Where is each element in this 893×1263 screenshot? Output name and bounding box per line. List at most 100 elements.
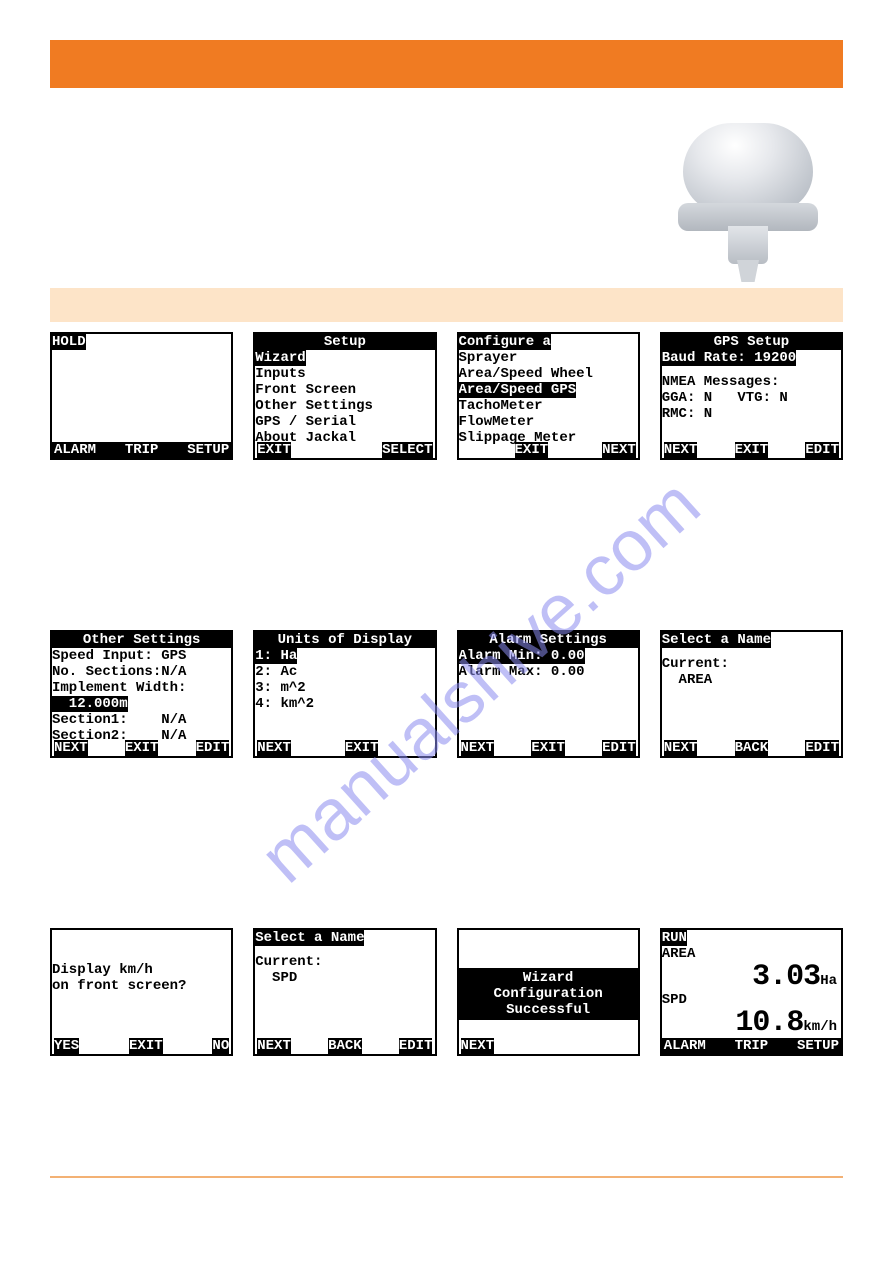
softkey-setup[interactable]: SETUP (187, 442, 229, 458)
title: Units of Display (255, 632, 434, 648)
softkey-back[interactable]: BACK (328, 1038, 362, 1054)
alarm-min[interactable]: Alarm Min: 0.00 (459, 648, 585, 664)
title: Alarm Settings (459, 632, 638, 648)
softkey-exit[interactable]: EXIT (531, 740, 565, 756)
screens-row-3: Display km/h on front screen? YES EXIT N… (50, 928, 843, 1056)
lcd-footer: NEXT EXIT EDIT (52, 740, 231, 756)
lcd-footer: EXIT NEXT (459, 442, 638, 458)
menu-item[interactable]: Wizard (255, 350, 305, 366)
menu-item[interactable]: Front Screen (255, 382, 434, 398)
softkey-next[interactable]: NEXT (461, 740, 495, 756)
lcd-display-kmh: Display km/h on front screen? YES EXIT N… (50, 928, 233, 1056)
softkey-yes[interactable]: YES (54, 1038, 79, 1054)
softkey-no[interactable]: NO (212, 1038, 229, 1054)
screens-row-2: Other Settings Speed Input: GPS No. Sect… (50, 630, 843, 758)
menu-item[interactable]: TachoMeter (459, 398, 638, 414)
lcd-footer: NEXT BACK EDIT (662, 740, 841, 756)
success-banner: Wizard Configuration Successful (459, 968, 638, 1020)
menu-item[interactable]: FlowMeter (459, 414, 638, 430)
lcd-wizard-success: Wizard Configuration Successful NEXT (457, 928, 640, 1056)
lcd-footer: NEXT (459, 1038, 638, 1054)
softkey-next[interactable]: NEXT (461, 1038, 495, 1054)
title: Select a Name (255, 930, 364, 946)
hold-label: HOLD (52, 334, 86, 350)
softkey-next[interactable]: NEXT (664, 442, 698, 458)
screens-row-1: HOLD ALARM TRIP SETUP Setup Wizard Input… (50, 332, 843, 460)
current-label: Current: (255, 954, 434, 970)
area-readout: 3.03Ha (662, 962, 841, 992)
unit-option[interactable]: 4: km^2 (255, 696, 434, 712)
area-value: 3.03 (752, 960, 820, 994)
softkey-exit[interactable]: EXIT (125, 740, 159, 756)
sections: No. Sections:N/A (52, 664, 231, 680)
softkey-exit[interactable]: EXIT (257, 442, 291, 458)
lcd-footer: ALARM TRIP SETUP (52, 442, 231, 458)
softkey-edit[interactable]: EDIT (399, 1038, 433, 1054)
current-value: AREA (662, 672, 841, 688)
lcd-footer: ALARM TRIP SETUP (662, 1038, 841, 1054)
softkey-back[interactable]: BACK (735, 740, 769, 756)
softkey-exit[interactable]: EXIT (735, 442, 769, 458)
current-value: SPD (255, 970, 434, 986)
lcd-gps-setup: GPS Setup Baud Rate: 19200 NMEA Messages… (660, 332, 843, 460)
menu-item[interactable]: Other Settings (255, 398, 434, 414)
softkey-next[interactable]: NEXT (54, 740, 88, 756)
softkey-edit[interactable]: EDIT (196, 740, 230, 756)
prompt-line1: Display km/h (52, 962, 231, 978)
lcd-units: Units of Display 1: Ha 2: Ac 3: m^2 4: k… (253, 630, 436, 758)
softkey-trip[interactable]: TRIP (735, 1038, 769, 1054)
menu-item[interactable]: Inputs (255, 366, 434, 382)
softkey-edit[interactable]: EDIT (805, 442, 839, 458)
footer-rule (50, 1176, 843, 1178)
lcd-hold: HOLD ALARM TRIP SETUP (50, 332, 233, 460)
title: GPS Setup (662, 334, 841, 350)
nmea-gga-vtg: GGA: N VTG: N (662, 390, 841, 406)
lcd-footer: YES EXIT NO (52, 1038, 231, 1054)
gps-antenna-icon (673, 108, 823, 288)
prompt-line2: on front screen? (52, 978, 231, 994)
lcd-other-settings: Other Settings Speed Input: GPS No. Sect… (50, 630, 233, 758)
spd-value: 10.8 (735, 1006, 803, 1040)
softkey-alarm[interactable]: ALARM (664, 1038, 706, 1054)
lcd-footer: NEXT EXIT EDIT (459, 740, 638, 756)
softkey-next[interactable]: NEXT (664, 740, 698, 756)
unit-option[interactable]: 2: Ac (255, 664, 434, 680)
lcd-select-name-spd: Select a Name Current: SPD NEXT BACK EDI… (253, 928, 436, 1056)
lcd-footer: NEXT BACK EDIT (255, 1038, 434, 1054)
softkey-edit[interactable]: EDIT (805, 740, 839, 756)
title: Setup (255, 334, 434, 350)
spd-unit: km/h (803, 1019, 837, 1035)
unit-option[interactable]: 1: Ha (255, 648, 297, 664)
softkey-exit[interactable]: EXIT (515, 442, 549, 458)
lcd-footer: EXIT SELECT (255, 442, 434, 458)
title: Other Settings (52, 632, 231, 648)
menu-item[interactable]: GPS / Serial (255, 414, 434, 430)
softkey-exit[interactable]: EXIT (129, 1038, 163, 1054)
softkey-select[interactable]: SELECT (382, 442, 432, 458)
softkey-edit[interactable]: EDIT (602, 740, 636, 756)
unit-option[interactable]: 3: m^2 (255, 680, 434, 696)
impl-width-value[interactable]: 12.000m (52, 696, 128, 712)
softkey-alarm[interactable]: ALARM (54, 442, 96, 458)
softkey-next[interactable]: NEXT (257, 740, 291, 756)
softkey-trip[interactable]: TRIP (125, 442, 159, 458)
menu-item[interactable]: Area/Speed Wheel (459, 366, 638, 382)
lcd-run: RUN AREA 3.03Ha SPD 10.8km/h ALARM TRIP … (660, 928, 843, 1056)
softkey-next[interactable]: NEXT (602, 442, 636, 458)
menu-item[interactable]: Sprayer (459, 350, 638, 366)
section1: Section1: N/A (52, 712, 231, 728)
lcd-alarm-settings: Alarm Settings Alarm Min: 0.00 Alarm Max… (457, 630, 640, 758)
baud-rate[interactable]: Baud Rate: 19200 (662, 350, 796, 366)
softkey-exit[interactable]: EXIT (345, 740, 379, 756)
alarm-max[interactable]: Alarm Max: 0.00 (459, 664, 638, 680)
softkey-setup[interactable]: SETUP (797, 1038, 839, 1054)
softkey-next[interactable]: NEXT (257, 1038, 291, 1054)
title: Select a Name (662, 632, 771, 648)
gps-sensor-area (0, 88, 893, 288)
lcd-setup-menu: Setup Wizard Inputs Front Screen Other S… (253, 332, 436, 460)
sub-header-bar (50, 288, 843, 322)
title: Configure a (459, 334, 551, 350)
menu-item-selected[interactable]: Area/Speed GPS (459, 382, 577, 398)
lcd-footer: NEXT EXIT EDIT (662, 442, 841, 458)
area-unit: Ha (820, 973, 837, 989)
